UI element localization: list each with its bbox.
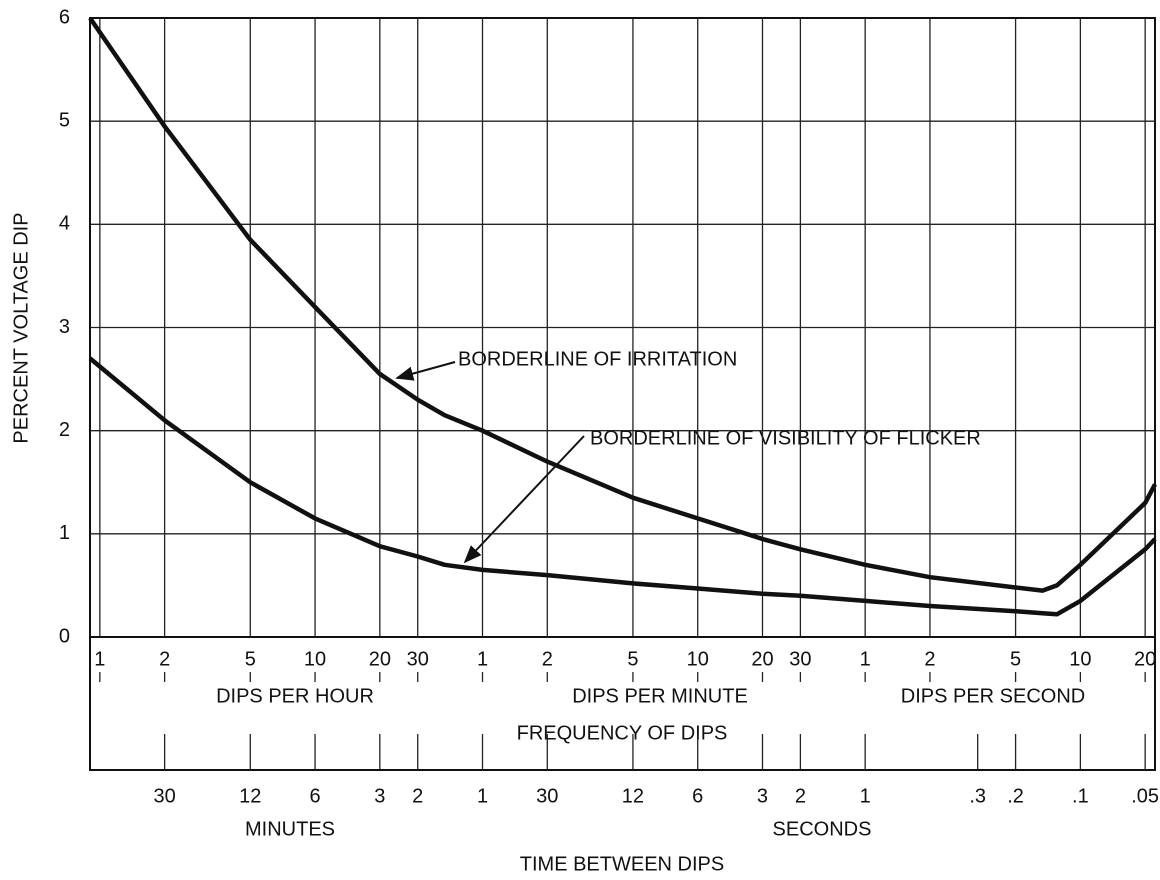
y-tick-label: 5 <box>59 109 70 131</box>
x2-group-label: SECONDS <box>773 818 872 840</box>
x-tick-label: 10 <box>304 648 326 670</box>
y-tick-label: 3 <box>59 316 70 338</box>
x-axis-label: FREQUENCY OF DIPS <box>517 722 728 744</box>
x2-tick-label: 12 <box>239 785 261 807</box>
x-tick-label: 1 <box>860 648 871 670</box>
x2-tick-label: 6 <box>309 785 320 807</box>
x-tick-label: 20 <box>1134 648 1156 670</box>
x2-tick-label: 30 <box>536 785 558 807</box>
x-tick-label: 5 <box>627 648 638 670</box>
x2-group-label: MINUTES <box>245 818 335 840</box>
y-tick-label: 4 <box>59 213 70 235</box>
x-group-label: DIPS PER MINUTE <box>572 685 748 707</box>
x-tick-label: 10 <box>687 648 709 670</box>
x2-tick-label: 12 <box>622 785 644 807</box>
y-tick-label: 2 <box>59 419 70 441</box>
x-tick-label: 2 <box>542 648 553 670</box>
x-tick-label: 20 <box>751 648 773 670</box>
y-axis-label: PERCENT VOLTAGE DIP <box>10 212 32 443</box>
x2-tick-label: .05 <box>1131 785 1159 807</box>
x-tick-label: 2 <box>924 648 935 670</box>
x2-tick-label: 1 <box>477 785 488 807</box>
x-tick-label: 30 <box>789 648 811 670</box>
x2-tick-label: 30 <box>154 785 176 807</box>
x-tick-label: 1 <box>94 648 105 670</box>
x-tick-label: 5 <box>245 648 256 670</box>
annotation-arrow <box>395 361 456 381</box>
x2-tick-label: 2 <box>412 785 423 807</box>
y-tick-label: 1 <box>59 522 70 544</box>
annotation: BORDERLINE OF IRRITATION <box>458 348 737 370</box>
annotation: BORDERLINE OF VISIBILITY OF FLICKER <box>590 427 981 449</box>
x2-tick-label: 3 <box>374 785 385 807</box>
x2-tick-label: .1 <box>1072 785 1089 807</box>
x-group-label: DIPS PER HOUR <box>216 685 374 707</box>
data-line <box>88 16 1157 593</box>
annotation-arrow <box>463 435 585 564</box>
x-tick-label: 20 <box>369 648 391 670</box>
x2-tick-label: 3 <box>757 785 768 807</box>
x-group-label: DIPS PER SECOND <box>901 685 1085 707</box>
x2-tick-label: .3 <box>969 785 986 807</box>
x2-tick-label: 6 <box>692 785 703 807</box>
x2-tick-label: .2 <box>1007 785 1024 807</box>
x2-tick-label: 1 <box>860 785 871 807</box>
y-tick-label: 6 <box>59 6 70 28</box>
x-tick-label: 30 <box>407 648 429 670</box>
x2-axis-label: TIME BETWEEN DIPS <box>520 853 724 875</box>
y-tick-label: 0 <box>59 625 70 647</box>
x2-tick-label: 2 <box>795 785 806 807</box>
frame <box>89 17 1156 771</box>
x-tick-label: 5 <box>1010 648 1021 670</box>
x-tick-label: 1 <box>477 648 488 670</box>
x-tick-label: 2 <box>159 648 170 670</box>
data-line <box>88 356 1157 617</box>
x-tick-label: 10 <box>1069 648 1091 670</box>
